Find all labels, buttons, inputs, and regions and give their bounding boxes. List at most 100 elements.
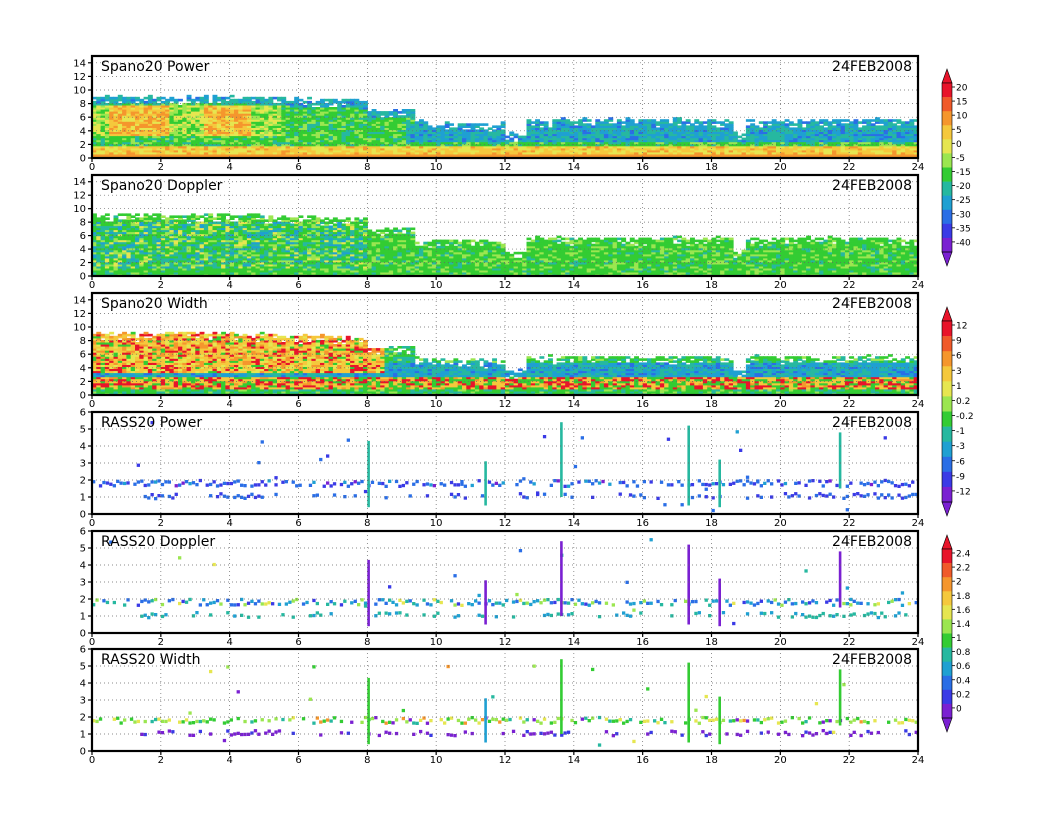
heatmap-cell [608, 123, 613, 126]
heatmap-cell [879, 119, 884, 122]
heatmap-cell [333, 107, 338, 110]
heatmap-cell [273, 97, 278, 100]
heatmap-cell [527, 119, 532, 122]
heatmap-cell [148, 215, 153, 218]
heatmap-cell [557, 119, 562, 122]
heatmap-cell [161, 97, 166, 100]
heatmap-cell [135, 103, 140, 106]
heatmap-cell [776, 121, 781, 124]
heatmap-cell [152, 217, 157, 220]
heatmap-cell [191, 99, 196, 102]
heatmap-cell [866, 119, 871, 122]
heatmap-cell [144, 101, 149, 104]
heatmap-cell [277, 97, 282, 100]
heatmap-cell [630, 119, 635, 122]
heatmap-cell [101, 215, 106, 218]
heatmap-cell [509, 138, 514, 141]
x-tick-label: 16 [636, 162, 649, 173]
heatmap-cell [200, 97, 205, 100]
x-tick-label: 2 [158, 162, 164, 173]
heatmap-cell [161, 219, 166, 222]
heatmap-cell [126, 213, 131, 216]
heatmap-cell [187, 103, 192, 106]
heatmap-cell [531, 125, 536, 128]
heatmap-cell [118, 95, 123, 98]
heatmap-cell [393, 109, 398, 112]
heatmap-cell [531, 121, 536, 124]
heatmap-cell [307, 97, 312, 100]
heatmap-cell [772, 119, 777, 122]
heatmap-cell [475, 123, 480, 126]
x-tick-label: 24 [912, 162, 925, 173]
panel-date: 24FEB2008 [832, 59, 912, 75]
heatmap-cell [453, 127, 458, 130]
heatmap-cell [604, 119, 609, 122]
heatmap-cell [501, 121, 506, 124]
heatmap-cell [617, 119, 622, 122]
heatmap-cell [737, 136, 742, 139]
heatmap-cell [178, 215, 183, 218]
heatmap-cell [96, 217, 101, 220]
heatmap-cell [139, 217, 144, 220]
heatmap-cell [750, 123, 755, 126]
heatmap-cell [677, 125, 682, 128]
heatmap-cell [225, 101, 230, 104]
heatmap-cell [397, 111, 402, 114]
heatmap-cell [759, 121, 764, 124]
heatmap-cell [174, 215, 179, 218]
y-tick-label: 2 [80, 140, 86, 151]
heatmap-cell [690, 123, 695, 126]
heatmap-cell [311, 107, 316, 110]
heatmap-cell [879, 125, 884, 128]
heatmap-cell [423, 121, 428, 124]
heatmap-cell [660, 119, 665, 122]
heatmap-cell [492, 125, 497, 128]
y-tick-label: 12 [73, 72, 86, 83]
heatmap-cell [897, 119, 902, 122]
heatmap-cell [832, 125, 837, 128]
heatmap-cell [651, 119, 656, 122]
heatmap-cell [539, 121, 544, 124]
heatmap-cell [724, 119, 729, 122]
heatmap-cell [802, 127, 807, 130]
heatmap-cell [380, 117, 385, 120]
heatmap-cell [574, 121, 579, 124]
heatmap-cell [428, 125, 433, 128]
heatmap-cell [174, 99, 179, 102]
heatmap-cell [178, 99, 183, 102]
heatmap-cell [441, 125, 446, 128]
heatmap-cell [131, 215, 136, 218]
heatmap-cell [643, 119, 648, 122]
heatmap-cell [720, 121, 725, 124]
heatmap-cell [234, 99, 239, 102]
heatmap-cell [354, 99, 359, 102]
heatmap-cell [200, 215, 205, 218]
heatmap-cell [195, 215, 200, 218]
heatmap-cell [462, 123, 467, 126]
heatmap-cell [798, 119, 803, 122]
heatmap-cell [436, 125, 441, 128]
heatmap-cell [479, 127, 484, 130]
heatmap-cell [268, 97, 273, 100]
heatmap-cell [565, 119, 570, 122]
heatmap-cell [466, 123, 471, 126]
heatmap-cell [329, 99, 334, 102]
x-tick-label: 6 [295, 162, 301, 173]
heatmap-cell [105, 217, 110, 220]
heatmap-cell [514, 142, 519, 145]
heatmap-cell [484, 123, 489, 126]
heatmap-cell [247, 97, 252, 100]
heatmap-cell [522, 136, 527, 139]
heatmap-cell [552, 119, 557, 122]
heatmap-cell [505, 136, 510, 139]
x-tick-label: 14 [567, 162, 580, 173]
heatmap-cell [819, 119, 824, 122]
heatmap-cell [109, 222, 114, 225]
heatmap-cell [746, 119, 751, 122]
heatmap-cell [514, 134, 519, 137]
heatmap-cell [213, 95, 218, 98]
heatmap-cell [712, 125, 717, 128]
heatmap-cell [647, 119, 652, 122]
x-tick-label: 0 [89, 162, 95, 173]
